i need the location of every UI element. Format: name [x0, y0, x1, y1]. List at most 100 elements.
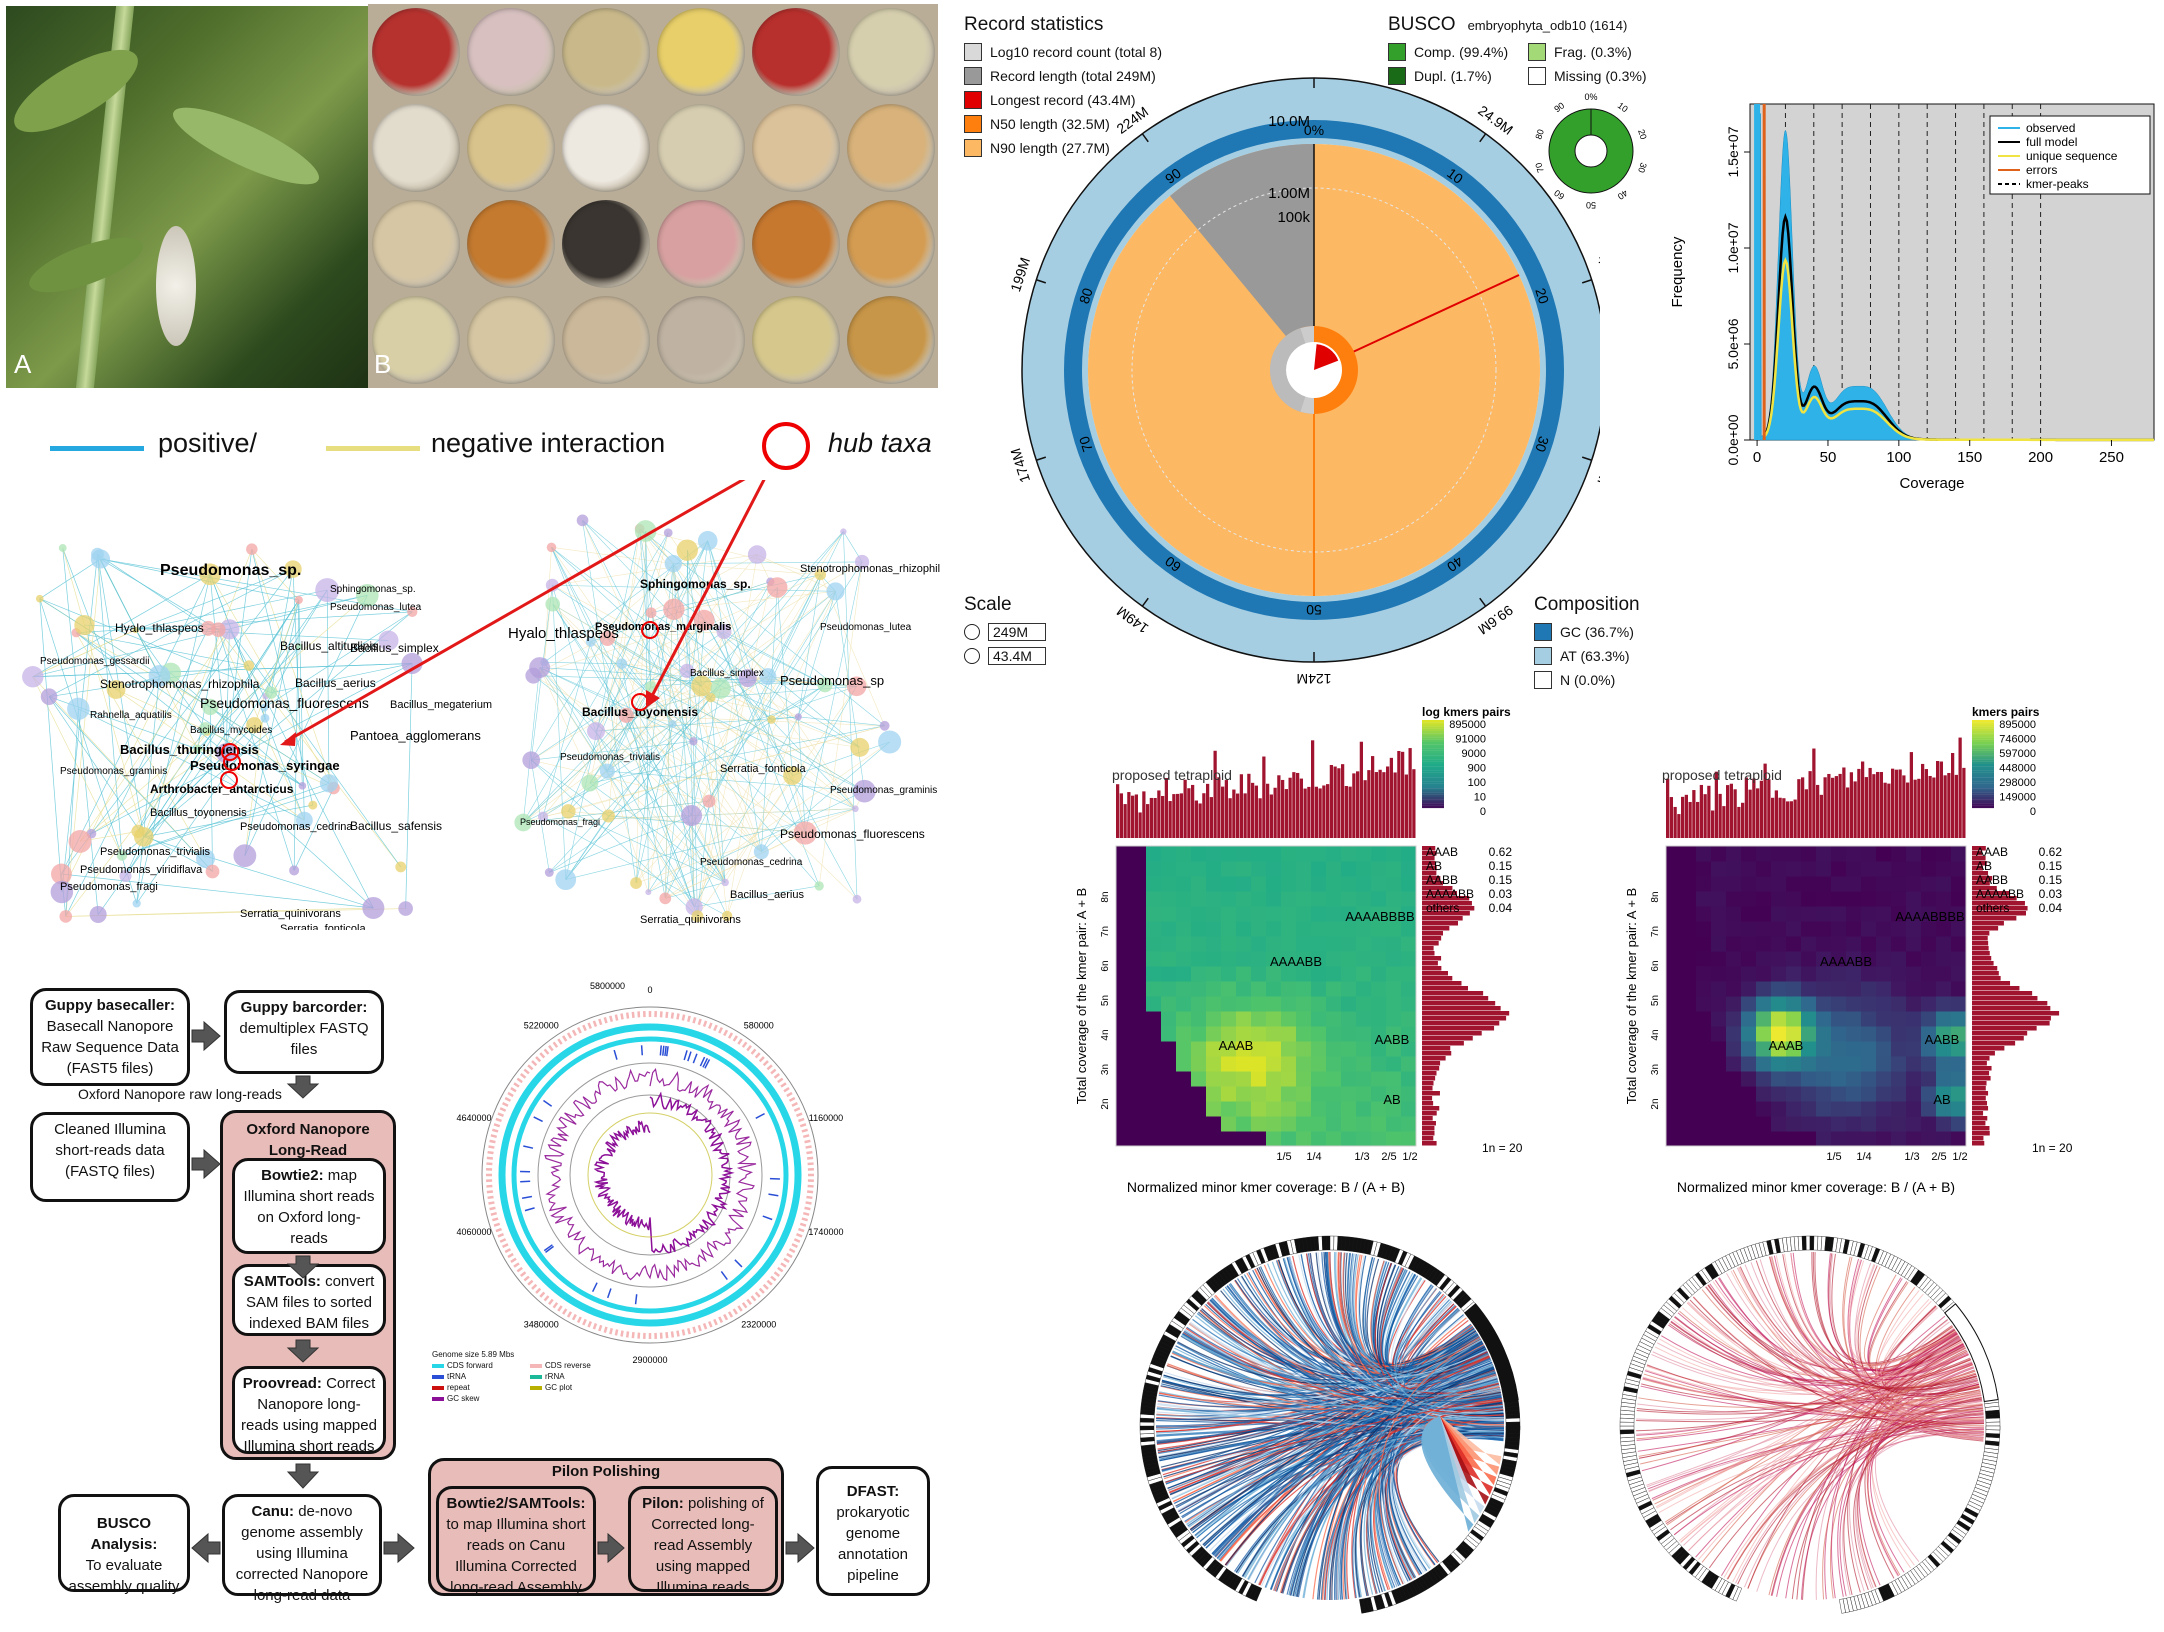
circos-legend-item: GC skew	[432, 1394, 524, 1403]
smudge-prop-value: 0.62	[2039, 845, 2063, 859]
legend-hub: hub taxa	[828, 428, 932, 458]
smudge-xtick: 2/5	[1931, 1151, 1946, 1163]
network-node-label: Bacillus_mycoides	[190, 725, 272, 736]
smudge-label: AAAB	[1219, 1038, 1254, 1053]
smudge-prop-value: 0.15	[1489, 873, 1513, 887]
hub-marker	[221, 743, 239, 761]
smudge-key-value: 9000	[1462, 748, 1486, 760]
petri-dish	[562, 8, 650, 96]
genomescope-xlabel: Coverage	[1899, 475, 1964, 492]
network-node-label: Serratia_quinivorans	[240, 908, 341, 920]
smudge-label: AB	[1383, 1092, 1400, 1107]
smudge-ytick: 3n	[1100, 1064, 1111, 1075]
smudge-xtick: 1/5	[1826, 1151, 1841, 1163]
circos-legend-item	[530, 1394, 622, 1403]
snail-outer-tick: 174M	[1007, 446, 1033, 484]
network-node-label: Serratia_quinivorans	[640, 914, 741, 926]
bowtie2-box: Bowtie2: map Illumina short reads on Oxf…	[232, 1158, 386, 1254]
smudge-xtick: 1/3	[1904, 1151, 1919, 1163]
petri-dish-grid: B	[368, 4, 938, 388]
unique-series	[1763, 257, 2154, 442]
smudge-key-value: 597000	[1999, 748, 2036, 760]
petri-dish	[467, 104, 555, 192]
legend-positive: positive/	[158, 428, 258, 458]
circos-legend-item: GC plot	[530, 1383, 622, 1392]
guppy-barcoder-box: Guppy barcorder: demultiplex FASTQ files	[224, 990, 384, 1074]
samtools-box: SAMTools: convert SAM files to sorted in…	[232, 1264, 386, 1336]
smudge-prop-label: AAAABB	[1426, 887, 1474, 901]
plant-photo: A	[6, 6, 368, 388]
circos-tick-label: 5220000	[524, 1020, 559, 1030]
network-node-label: Bacillus_toyonensis	[150, 807, 247, 819]
record-title: Record statistics	[964, 14, 1104, 35]
chord-diagram-right	[1619, 1235, 2001, 1614]
genomescope-xtick: 100	[1886, 449, 1911, 466]
busco-ring-tick: 80	[1533, 128, 1546, 141]
record-legend-item: Log10 record count (total 8)	[964, 40, 1264, 64]
smudge-key-value: 0	[2030, 806, 2036, 818]
snail-pct-tick: 50	[1306, 602, 1322, 618]
circos-legend-item: CDS forward	[432, 1361, 524, 1370]
smudge-prop-label: others	[1976, 901, 2009, 915]
petri-dish	[372, 296, 460, 384]
composition-legend-item: AT (63.3%)	[1534, 644, 1734, 668]
network-node-label: Pseudomonas_fluorescens	[200, 695, 369, 711]
smudge-label: AAAABBBB	[1895, 909, 1964, 924]
network-node-label: Pseudomonas_marginalis	[595, 621, 731, 633]
circos-tick-label: 2320000	[741, 1320, 776, 1330]
smudge-ytick: 5n	[1100, 995, 1111, 1006]
hub-arrow	[648, 480, 766, 701]
busco-legend-item: Dupl. (1.7%)	[1388, 64, 1528, 88]
petri-dish	[562, 296, 650, 384]
canu-box: Canu: de-novo genome assembly using Illu…	[222, 1494, 382, 1604]
snail-pct-tick: 80	[1076, 286, 1096, 306]
chord-links	[1636, 1252, 1985, 1600]
busco-legend-item: Missing (0.3%)	[1528, 64, 1668, 88]
network-edges	[32, 520, 890, 917]
genomescope-ytick: 1.5e+07	[1725, 126, 1741, 177]
smudge-prop-label: AAAABB	[1976, 887, 2024, 901]
genomescope-ytick: 1.0e+07	[1725, 222, 1741, 273]
petri-dish	[752, 296, 840, 384]
proovread-box: Proovread: Correct Nanopore long-reads u…	[232, 1366, 386, 1455]
smudge-xlabel: Normalized minor kmer coverage: B / (A +…	[1127, 1179, 1405, 1195]
busco-box: BUSCO Analysis: To evaluate assembly qual…	[58, 1494, 190, 1595]
snail-plot: 249M24.9M49.8M74.7M99.6M124M149M174M199M…	[1007, 77, 1600, 687]
petri-dish	[657, 104, 745, 192]
hub-marker	[223, 753, 241, 771]
network-node-label: Bacillus_simplex	[350, 641, 439, 655]
smudge-prop-label: AABB	[1426, 873, 1458, 887]
genomescope-xtick: 200	[2028, 449, 2053, 466]
smudge-title: proposed tetraploid	[1662, 767, 1782, 783]
network-node-label: Bacillus_aerius	[730, 889, 804, 901]
network-node-label: Stenotrophomonas_rhizophila	[100, 677, 260, 691]
network-node-label: Serratia_fonticola	[280, 923, 366, 930]
petri-dish	[467, 200, 555, 288]
smudge-label: AAAABB	[1270, 954, 1322, 969]
network-node-label: Bacillus_safensis	[350, 819, 442, 833]
snail-radial-label: 10.0M	[1268, 113, 1310, 130]
composition-legend-item: N (0.0%)	[1534, 668, 1734, 692]
petri-dish	[372, 8, 460, 96]
genomescope-legend-item: unique sequence	[2026, 149, 2118, 163]
record-legend-item: N90 length (27.7M)	[964, 136, 1264, 160]
genomescope-xtick: 0	[1753, 449, 1761, 466]
smudge-label: AAAB	[1769, 1038, 1804, 1053]
scale-legend-item: 43.4M	[964, 644, 1164, 668]
smudge-xlabel: Normalized minor kmer coverage: B / (A +…	[1677, 1179, 1955, 1195]
network-graph: Pseudomonas_sp. Hyalo_thlaspeos Stenotroph…	[22, 480, 940, 930]
pilon-box: Pilon: polishing of Corrected long-read …	[628, 1486, 778, 1596]
circos-legend: Genome size 5.89 Mbs CDS forward CDS reve…	[432, 1350, 622, 1430]
network-node-label: Pseudomonas_trivialis	[560, 752, 660, 763]
smudge-xtick: 1/2	[1952, 1151, 1967, 1163]
smudge-prop-value: 0.15	[2039, 873, 2063, 887]
network-node-label: Rahnella_aquatilis	[90, 710, 172, 721]
smudge-key-value: 0	[1480, 806, 1486, 818]
smudge-key-value: 900	[1468, 763, 1486, 775]
smudge-ytick: 8n	[1100, 891, 1111, 902]
petri-dish	[752, 200, 840, 288]
network-node-label: Hyalo_thlaspeos	[508, 625, 619, 642]
